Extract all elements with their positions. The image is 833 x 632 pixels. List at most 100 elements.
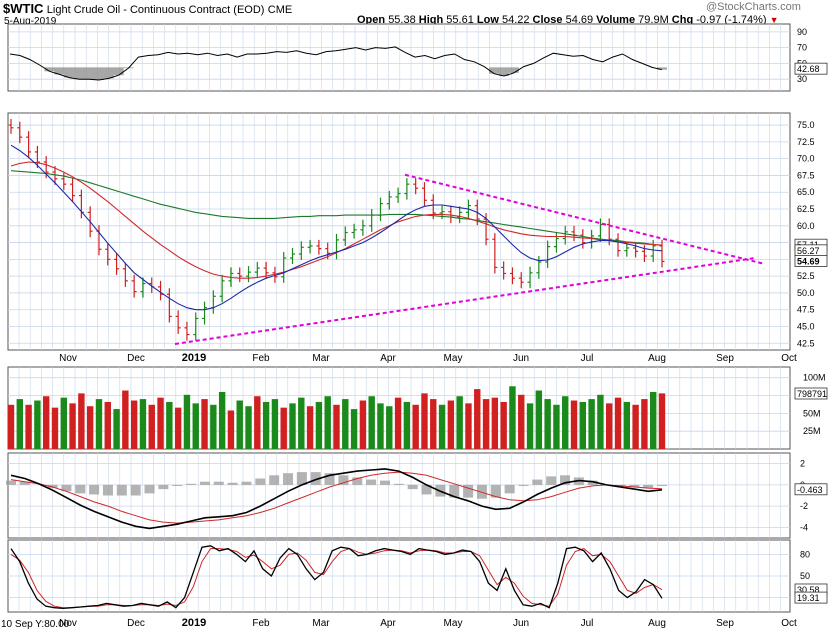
price-tick-label: 65.0 <box>797 187 815 197</box>
macd-histogram-bar <box>560 475 571 485</box>
volume-bar <box>518 394 525 449</box>
volume-current-label-box <box>794 387 828 400</box>
price-tick-label: 52.5 <box>797 271 815 281</box>
volume-bar <box>51 407 59 449</box>
macd-signal-line <box>10 471 663 524</box>
x-tick-label-bottom: 2019 <box>182 617 206 629</box>
volume-bar <box>658 393 666 449</box>
symbol-exchange: CME <box>267 4 293 16</box>
chart-date: 5-Aug-2019 <box>4 16 57 27</box>
volume-bar <box>166 401 173 449</box>
macd-current-label: -0.463 <box>797 485 823 495</box>
macd-histogram-bar <box>283 473 294 485</box>
macd-histogram-bar <box>199 481 210 485</box>
macd-histogram-bar <box>116 484 127 496</box>
volume-bar <box>597 394 604 449</box>
x-tick-label: Mar <box>312 353 330 364</box>
x-tick-label-bottom: Nov <box>59 618 77 629</box>
volume-bar <box>474 389 481 449</box>
volume-bar <box>491 397 499 449</box>
volume-bar <box>350 409 358 449</box>
macd-histogram-bar <box>463 484 474 498</box>
x-tick-label: Nov <box>59 353 77 364</box>
ma50-line <box>10 161 663 279</box>
volume-bar <box>412 404 419 449</box>
macd-histogram-bar <box>421 484 432 495</box>
macd-histogram-bar <box>532 479 543 485</box>
macd-histogram-bar <box>657 484 667 486</box>
volume-bar <box>201 399 208 449</box>
volume-bar <box>342 399 349 449</box>
trendline-upper <box>404 173 766 266</box>
x-tick-label: Oct <box>781 353 797 364</box>
rsi-oversold-fill <box>113 67 124 76</box>
volume-bar <box>359 400 367 449</box>
volume-bar <box>298 397 305 449</box>
price-tick-label: 47.5 <box>797 305 815 315</box>
x-tick-label: Dec <box>127 353 145 364</box>
macd-histogram-bar <box>158 484 169 490</box>
chg-label: Chg <box>671 14 694 26</box>
macd-tick-label: -2 <box>800 501 808 511</box>
volume-bar <box>280 407 287 449</box>
volume-bar <box>623 401 631 449</box>
low-label: Low <box>476 14 499 26</box>
rsi-tick-label: 70 <box>797 43 807 53</box>
macd-histogram-bar <box>366 479 377 485</box>
volume-bar <box>562 396 569 449</box>
high-label: High <box>418 14 444 26</box>
price-tick-label: 72.5 <box>797 137 815 147</box>
macd-histogram-bar <box>213 481 224 485</box>
x-tick-label-bottom: Sep <box>716 618 734 629</box>
volume-bar <box>227 410 235 449</box>
volume-bar <box>254 396 261 449</box>
x-tick-label-bottom: Mar <box>312 618 330 629</box>
volume-bar <box>500 401 507 449</box>
volume-bar <box>606 403 613 449</box>
rsi-oversold-fill <box>489 67 500 74</box>
volume-tick-label: 100M <box>803 373 826 383</box>
x-tick-label: Jun <box>513 353 529 364</box>
x-tick-label: Sep <box>716 353 734 364</box>
ma20-line <box>10 144 663 311</box>
macd-histogram-bar <box>269 475 280 485</box>
macd-histogram-bar <box>407 484 418 490</box>
volume-bar <box>60 397 67 449</box>
x-tick-label-bottom: Jun <box>513 618 529 629</box>
rsi-oversold-fill <box>64 67 75 78</box>
volume-tick-label: 50M <box>803 408 821 418</box>
x-tick-label: Aug <box>648 353 666 364</box>
volume-bar <box>544 399 551 449</box>
volume-bar <box>122 390 129 449</box>
volume-bar <box>306 406 314 449</box>
macd-histogram-bar <box>255 478 266 485</box>
rsi-oversold-fill <box>498 67 509 77</box>
rsi-oversold-fill <box>93 67 104 80</box>
volume-bar <box>421 393 428 449</box>
macd-histogram-bar <box>310 472 321 485</box>
macd-histogram-bar <box>241 481 252 485</box>
volume-bar <box>25 404 32 449</box>
macd-histogram-bar <box>643 484 654 489</box>
volume-bar <box>403 401 411 449</box>
volume-bar <box>570 400 578 449</box>
volume-bar <box>315 401 323 449</box>
macd-histogram-bar <box>47 484 58 489</box>
volume-tick-label: 25M <box>803 426 821 436</box>
open-label: Open <box>357 14 386 26</box>
price-tick-label: 42.5 <box>797 338 815 348</box>
macd-histogram-bar <box>476 484 487 499</box>
price-tick-label: 50.0 <box>797 288 815 298</box>
volume-bar <box>394 397 402 449</box>
rsi-current-label: 42.68 <box>797 64 820 74</box>
volume-label: Volume <box>596 14 636 26</box>
volume-bar <box>95 399 103 449</box>
macd-current-label-box <box>794 483 828 496</box>
macd-histogram-bar <box>379 480 390 485</box>
x-tick-label: May <box>444 353 463 364</box>
volume-bar <box>641 399 648 449</box>
volume-bar <box>614 397 622 449</box>
rsi-oversold-fill <box>508 67 519 73</box>
macd-histogram-bar <box>324 473 335 485</box>
volume-bar <box>333 404 340 449</box>
